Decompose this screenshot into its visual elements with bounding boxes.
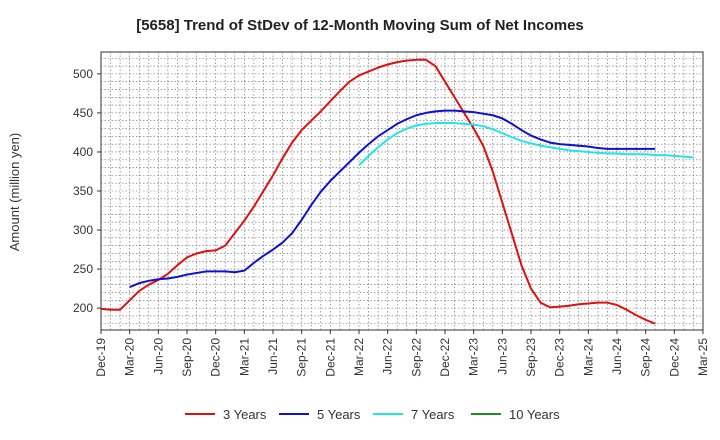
y-tick-label: 450 [73,106,93,120]
legend: 3 Years 5 Years 7 Years 10 Years [185,407,560,422]
x-tick-label: Mar-24 [581,338,595,376]
x-tick-label: Mar-23 [467,338,481,376]
chart-title: [5658] Trend of StDev of 12-Month Moving… [136,17,584,34]
y-tick-label: 300 [73,223,93,237]
legend-label: 3 Years [223,407,267,422]
x-tick-label: Mar-20 [123,338,137,376]
x-tick-label: Mar-22 [352,338,366,376]
series-line-3-years [100,58,656,325]
legend-label: 10 Years [509,407,560,422]
x-tick-label: Sep-21 [295,338,309,377]
plot-area: 200 250 300 350 400 450 500 Dec-19 Mar-20 Jun-20 S… [73,51,710,377]
x-tick-label: Dec-23 [553,338,567,377]
y-tick-label: 350 [73,184,93,198]
y-tick-label: 500 [73,67,93,81]
x-tick-label: Sep-20 [180,338,194,377]
x-tick-label: Dec-21 [323,338,337,377]
x-tick-label: Mar-25 [696,338,710,376]
x-tick-label: Dec-22 [438,338,452,377]
x-tick-label: Jun-21 [266,338,280,375]
y-tick-label: 200 [73,301,93,315]
x-tick-label: Mar-21 [237,338,251,376]
legend-label: 7 Years [411,407,455,422]
y-tick-label: 250 [73,262,93,276]
x-tick-label: Jun-20 [151,338,165,375]
x-tick-label: Sep-23 [524,338,538,377]
x-tick-label: Jun-23 [495,338,509,375]
x-tick-label: Dec-20 [209,338,223,377]
x-tick-label: Sep-22 [409,338,423,377]
x-tick-label: Sep-24 [639,338,653,377]
x-tick-label: Jun-24 [610,338,624,375]
x-tick-label: Jun-22 [381,338,395,375]
series-line-7-years [358,122,694,166]
x-tick-label: Dec-19 [94,338,108,377]
y-axis-label: Amount (million yen) [7,133,22,252]
legend-label: 5 Years [317,407,361,422]
x-tick-label: Dec-24 [667,338,681,377]
series-line-5-years [129,109,656,288]
y-tick-label: 400 [73,145,93,159]
